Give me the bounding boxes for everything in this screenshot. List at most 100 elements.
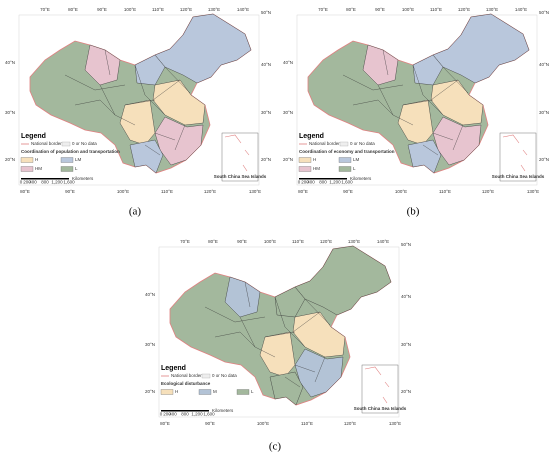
scale-label: 800 bbox=[319, 180, 327, 185]
longitude-label: 130°E bbox=[389, 421, 401, 426]
scale-unit: Kilometers bbox=[72, 176, 94, 181]
longitude-label: 110°E bbox=[430, 7, 442, 12]
class-swatch bbox=[20, 157, 34, 163]
longitude-label: 80°E bbox=[208, 239, 218, 244]
scale-label: 400 bbox=[29, 180, 37, 185]
latitude-label: 40°N bbox=[145, 292, 155, 297]
longitude-label: 90°E bbox=[65, 189, 75, 194]
no-data-swatch bbox=[201, 373, 211, 379]
class-label: H bbox=[175, 389, 178, 394]
region bbox=[274, 286, 306, 318]
class-label: LM bbox=[75, 157, 82, 162]
latitude-label: 50°N bbox=[261, 10, 271, 15]
longitude-label: 120°E bbox=[482, 189, 494, 194]
latitude-label: 40°N bbox=[261, 62, 271, 67]
class-label: HM bbox=[313, 166, 320, 171]
legend-title: Coordination of economy and transportati… bbox=[299, 149, 395, 154]
inset-frame bbox=[221, 132, 259, 182]
longitude-label: 120°E bbox=[344, 421, 356, 426]
scale-label: 0 bbox=[20, 180, 23, 185]
longitude-label: 90°E bbox=[205, 421, 215, 426]
map-frame bbox=[296, 14, 538, 186]
longitude-label: 120°E bbox=[204, 189, 216, 194]
latitude-label: 30°N bbox=[539, 110, 549, 115]
inset-frame bbox=[499, 132, 537, 182]
legend-title: Coordination of population and transport… bbox=[21, 149, 120, 154]
latitude-label: 40°N bbox=[401, 294, 411, 299]
map-panel: 70°E 80°E 90°E 100°E 110°E 120°E 130°E 140°E 80°… bbox=[145, 239, 411, 426]
longitude-label: 120°E bbox=[320, 239, 332, 244]
scale-label: 1,600 bbox=[63, 180, 75, 185]
latitude-label: 30°N bbox=[5, 110, 15, 115]
longitude-label: 70°E bbox=[40, 7, 50, 12]
latitude-label: 20°N bbox=[5, 157, 15, 162]
latitude-label: 30°N bbox=[283, 110, 293, 115]
inset-label: South China Sea Islands bbox=[354, 406, 407, 411]
class-label: L bbox=[353, 166, 356, 171]
region bbox=[412, 54, 444, 86]
longitude-label: 110°E bbox=[292, 239, 304, 244]
region bbox=[152, 79, 206, 126]
longitude-label: 130°E bbox=[208, 7, 220, 12]
longitude-label: 130°E bbox=[249, 189, 261, 194]
longitude-label: 90°E bbox=[343, 189, 353, 194]
latitude-label: 30°N bbox=[145, 342, 155, 347]
latitude-label: 20°N bbox=[261, 157, 271, 162]
class-label: H bbox=[35, 157, 38, 162]
scale-label: 400 bbox=[307, 180, 315, 185]
longitude-label: 130°E bbox=[527, 189, 539, 194]
scale-label: 0 bbox=[160, 412, 163, 417]
class-swatch bbox=[20, 166, 34, 172]
class-swatch bbox=[160, 389, 174, 395]
longitude-label: 140°E bbox=[515, 7, 527, 12]
scale-unit: Kilometers bbox=[212, 408, 234, 413]
latitude-label: 30°N bbox=[401, 342, 411, 347]
inset-coast bbox=[502, 134, 528, 172]
latitude-label: 20°N bbox=[539, 157, 549, 162]
longitude-label: 80°E bbox=[68, 7, 78, 12]
latitude-label: 20°N bbox=[283, 157, 293, 162]
legend-title: Ecological disturbance bbox=[161, 381, 211, 386]
longitude-label: 120°E bbox=[458, 7, 470, 12]
latitude-label: 50°N bbox=[539, 10, 549, 15]
region-borders bbox=[204, 281, 331, 388]
legend-text: National border bbox=[171, 373, 202, 378]
longitude-label: 80°E bbox=[20, 189, 30, 194]
region bbox=[129, 139, 164, 174]
region bbox=[134, 54, 166, 86]
longitude-label: 90°E bbox=[375, 7, 385, 12]
longitude-label: 110°E bbox=[301, 421, 313, 426]
panel-caption: (b) bbox=[407, 206, 420, 218]
region bbox=[269, 371, 304, 406]
scale-label: 1,200 bbox=[51, 180, 63, 185]
longitude-label: 100°E bbox=[117, 189, 129, 194]
map-frame bbox=[158, 246, 400, 418]
legend-text: 0 or No data bbox=[350, 141, 375, 146]
class-swatch bbox=[60, 166, 74, 172]
region bbox=[294, 245, 392, 316]
legend-text: National border bbox=[31, 141, 62, 146]
longitude-label: 100°E bbox=[257, 421, 269, 426]
longitude-label: 120°E bbox=[180, 7, 192, 12]
longitude-label: 70°E bbox=[318, 7, 328, 12]
longitude-label: 140°E bbox=[377, 239, 389, 244]
scale-bar bbox=[299, 178, 347, 180]
latitude-label: 40°N bbox=[283, 60, 293, 65]
region bbox=[432, 13, 530, 84]
class-label: H bbox=[313, 157, 316, 162]
scale-unit: Kilometers bbox=[350, 176, 372, 181]
scale-label: 800 bbox=[41, 180, 49, 185]
inset-frame bbox=[361, 364, 399, 414]
class-label: L bbox=[75, 166, 78, 171]
class-swatch bbox=[338, 157, 352, 163]
inset-label: South China Sea Islands bbox=[492, 174, 545, 179]
legend-heading: Legend bbox=[161, 365, 186, 372]
longitude-label: 80°E bbox=[346, 7, 356, 12]
region bbox=[154, 116, 204, 166]
latitude-label: 40°N bbox=[5, 60, 15, 65]
class-swatch bbox=[236, 389, 250, 395]
longitude-label: 110°E bbox=[439, 189, 451, 194]
scale-label: 200 bbox=[301, 180, 309, 185]
longitude-label: 100°E bbox=[264, 239, 276, 244]
